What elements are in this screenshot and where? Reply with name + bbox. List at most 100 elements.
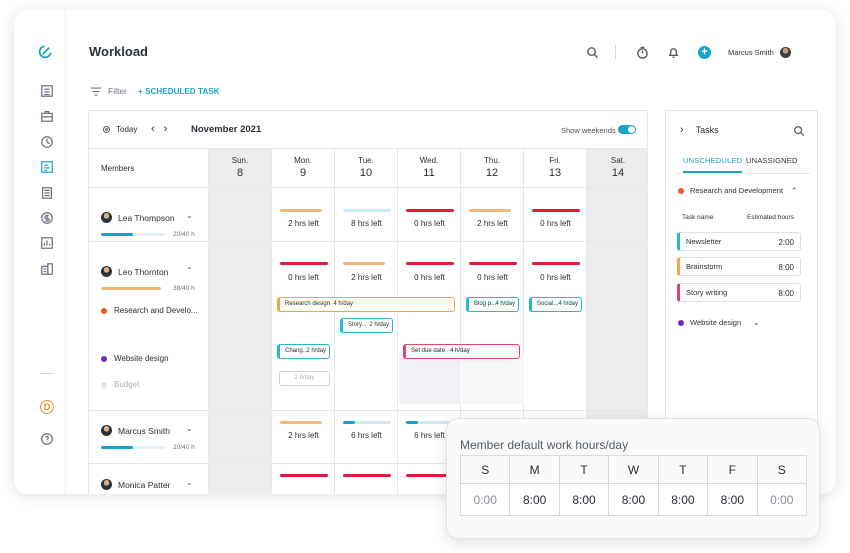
chevron-up-icon[interactable]: ⌃ — [186, 266, 193, 275]
weekday-label: M — [509, 455, 560, 484]
hours-input[interactable]: 8:00 — [707, 483, 758, 516]
page-title: Workload — [89, 44, 148, 59]
rail-divider — [40, 373, 54, 374]
today-button[interactable]: Today — [102, 125, 137, 134]
weekday-label: S — [756, 455, 808, 484]
hours-input[interactable]: 0:00 — [459, 483, 511, 516]
task-item-brainstorm[interactable]: Brainstorm 8:00 — [677, 257, 801, 276]
task-social[interactable]: Social... 4 h/day — [529, 297, 582, 312]
briefcase-icon[interactable] — [39, 108, 55, 124]
task-rate: 4 h/day — [450, 348, 470, 354]
project-research[interactable]: Research and Develo... — [101, 306, 198, 315]
day-name: Mon. — [294, 156, 312, 165]
day-date: 13 — [548, 167, 562, 179]
chevron-right-icon[interactable]: › — [163, 123, 177, 135]
load-bar — [343, 209, 391, 212]
task-rate: 4 h/day — [495, 301, 515, 307]
bell-icon[interactable] — [667, 44, 680, 60]
load-bar — [406, 421, 454, 424]
project-website-design[interactable]: Website design — [101, 354, 169, 363]
week-nav[interactable]: ‹› — [151, 123, 176, 135]
list-icon[interactable] — [39, 83, 55, 99]
hours-left: 0 hrs left — [540, 273, 571, 282]
logo-icon[interactable] — [38, 43, 54, 59]
document-icon[interactable] — [39, 185, 55, 201]
task-budget-placeholder[interactable]: 2 h/day — [279, 371, 330, 386]
day-header: Tue. 10 — [335, 149, 398, 188]
workspace-badge[interactable]: D — [40, 400, 54, 414]
tasks-panel: › Tasks UNSCHEDULED UNASSIGNED Research … — [665, 110, 818, 494]
task-rate: 2 h/day — [369, 322, 389, 328]
chevron-down-icon[interactable]: ⌄ — [186, 424, 193, 433]
day-date: 14 — [611, 167, 625, 179]
weekday-label: S — [459, 455, 511, 484]
hours-input[interactable]: 8:00 — [558, 483, 610, 516]
project-dot — [101, 355, 107, 362]
task-research-design[interactable]: Research design 4 h/day — [277, 297, 455, 312]
target-icon — [103, 126, 110, 133]
member-leo-thornton[interactable]: Leo Thornton ⌃ — [101, 266, 193, 277]
task-set-due-date[interactable]: Set due date 4 h/day — [403, 344, 520, 359]
group-research[interactable]: Research and Development ⌃ — [678, 186, 797, 195]
filter-button[interactable]: Filter — [90, 86, 127, 96]
chevron-down-icon[interactable]: ⌄ — [753, 318, 760, 327]
task-change[interactable]: Chang... 2 h/day — [277, 344, 330, 359]
task-item-story-writing[interactable]: Story writing 8:00 — [677, 283, 801, 302]
avatar — [101, 425, 112, 436]
day-header: Mon. 9 — [272, 149, 335, 188]
member-monica-patter[interactable]: Monica Patter ⌄ — [101, 478, 193, 490]
hours-input[interactable]: 8:00 — [657, 483, 709, 516]
calendar-header: Today ‹› November 2021 Show weekends — [89, 111, 647, 149]
task-name: Chang... — [285, 348, 308, 354]
capacity-track — [101, 446, 165, 449]
col-task-name: Task name — [682, 214, 714, 221]
workload-icon[interactable] — [39, 159, 55, 175]
members-header: Members — [89, 149, 209, 188]
load-bar — [343, 474, 391, 477]
search-icon[interactable] — [793, 124, 805, 142]
avatar — [101, 212, 112, 223]
add-button[interactable]: + — [698, 44, 711, 60]
month-label: November 2021 — [191, 124, 262, 135]
building-icon[interactable] — [39, 261, 55, 277]
member-name: Leo Thornton — [118, 266, 169, 277]
user-menu[interactable]: Marcus Smith — [728, 44, 791, 60]
project-budget[interactable]: Budget — [101, 380, 139, 389]
show-weekends-toggle[interactable] — [618, 125, 636, 134]
load-bar — [280, 209, 322, 212]
load-bar — [343, 421, 355, 424]
member-lea-thompson[interactable]: Lea Thompson ⌄ — [101, 211, 193, 223]
chevron-down-icon[interactable]: ⌄ — [186, 211, 193, 220]
task-story[interactable]: Story... 2 h/day — [340, 318, 393, 333]
plus-icon[interactable]: + — [698, 45, 711, 59]
project-name: Research and Develo... — [114, 306, 198, 315]
tab-unassigned[interactable]: UNASSIGNED — [746, 156, 798, 165]
hours-input[interactable]: 8:00 — [509, 483, 560, 516]
group-website-design[interactable]: Website design ⌄ — [678, 318, 759, 327]
clock-icon[interactable] — [39, 134, 55, 150]
task-item-newsletter[interactable]: Newsletter 2:00 — [677, 232, 801, 251]
hours-input[interactable]: 0:00 — [756, 483, 808, 516]
day-column — [398, 188, 461, 494]
task-name: Blog p... — [474, 301, 497, 307]
group-dot — [678, 187, 684, 194]
load-bar — [343, 421, 391, 424]
task-blog[interactable]: Blog p... 4 h/day — [466, 297, 519, 312]
tab-unscheduled[interactable]: UNSCHEDULED — [683, 156, 743, 173]
chevron-down-icon[interactable]: ⌄ — [186, 478, 193, 487]
help-icon[interactable] — [39, 431, 55, 447]
dollar-icon[interactable] — [39, 210, 55, 226]
day-date: 12 — [485, 167, 499, 179]
weekday-label: W — [608, 455, 659, 484]
timer-icon[interactable] — [636, 44, 649, 60]
chevron-left-icon[interactable]: ‹ — [151, 123, 164, 135]
search-icon[interactable] — [586, 44, 599, 60]
chevron-right-icon[interactable]: › — [680, 124, 684, 136]
user-name: Marcus Smith — [728, 47, 774, 57]
group-dot — [678, 319, 684, 326]
chart-icon[interactable] — [39, 235, 55, 251]
member-marcus-smith[interactable]: Marcus Smith ⌄ — [101, 424, 193, 436]
scheduled-task-button[interactable]: + SCHEDULED TASK — [138, 87, 220, 96]
hours-input[interactable]: 8:00 — [608, 483, 659, 516]
chevron-up-icon[interactable]: ⌃ — [790, 186, 798, 195]
